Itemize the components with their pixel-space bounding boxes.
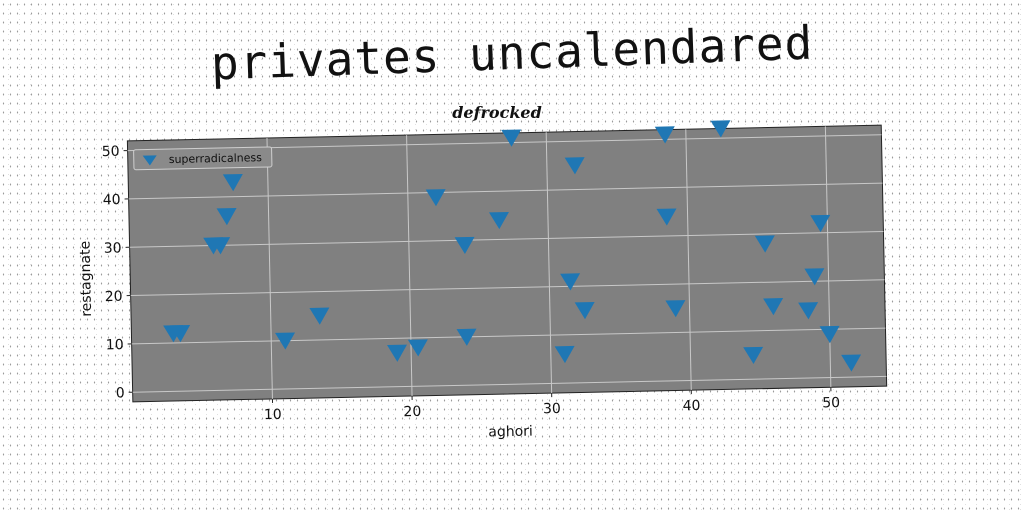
x-axis-label: aghori (488, 423, 533, 440)
y-tick-label: 30 (104, 240, 122, 256)
legend-label: superradicalness (169, 151, 263, 166)
data-point (754, 235, 775, 253)
data-point (425, 189, 446, 207)
data-point (841, 354, 862, 372)
y-tick-label: 0 (116, 385, 125, 401)
x-gridline (685, 129, 692, 391)
data-point (454, 236, 475, 255)
x-gridline (406, 135, 413, 397)
legend-box (133, 146, 273, 171)
data-point (798, 302, 819, 320)
y-gridline (131, 327, 886, 345)
x-tick-label: 20 (403, 404, 421, 420)
data-point (216, 207, 237, 226)
data-point (743, 346, 764, 365)
data-point (456, 328, 477, 346)
y-tick-label: 50 (102, 144, 120, 160)
y-tick-label: 40 (103, 192, 121, 208)
data-point (656, 208, 677, 226)
data-point (309, 307, 330, 325)
data-point (560, 273, 581, 291)
data-point (763, 298, 784, 316)
y-tick-label: 10 (106, 337, 124, 353)
legend-marker (142, 155, 157, 166)
x-gridline (824, 126, 832, 388)
data-point (654, 126, 675, 144)
data-point (819, 325, 840, 344)
data-point (574, 302, 595, 320)
data-point (275, 332, 296, 350)
x-tick-label: 40 (682, 398, 700, 414)
data-point (804, 268, 825, 286)
data-point (564, 157, 585, 175)
data-point (407, 339, 428, 357)
y-ticks: 0 10 20 30 40 50 (102, 144, 133, 402)
x-tick-label: 10 (264, 407, 282, 423)
data-point (665, 300, 686, 318)
y-tick-label: 20 (105, 289, 123, 305)
data-point (387, 344, 408, 362)
legend: superradicalness (133, 146, 273, 171)
x-gridline (266, 137, 273, 399)
data-point (222, 174, 243, 192)
y-gridline (129, 230, 884, 248)
markers (163, 120, 862, 372)
data-point (501, 129, 522, 147)
data-point (554, 345, 575, 364)
y-gridline (132, 375, 887, 393)
data-point (170, 324, 191, 343)
x-gridline (545, 132, 553, 394)
y-gridline (128, 182, 883, 200)
chart-title: defrocked (452, 103, 542, 122)
data-point (210, 237, 231, 255)
y-gridline (130, 279, 885, 297)
x-tick-label: 30 (543, 401, 561, 417)
data-point (810, 214, 831, 233)
y-axis-label: restagnate (77, 241, 95, 317)
x-tick-label: 50 (822, 395, 840, 411)
data-point (488, 211, 509, 230)
x-ticks: 10 20 30 40 50 (264, 387, 840, 423)
data-point (710, 120, 731, 138)
